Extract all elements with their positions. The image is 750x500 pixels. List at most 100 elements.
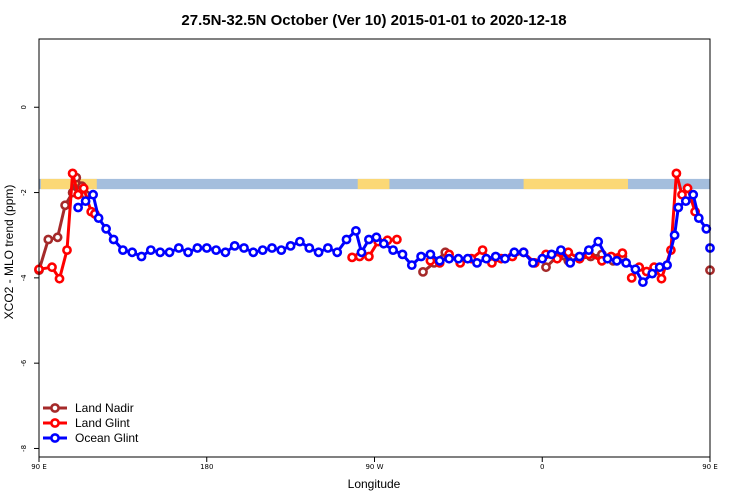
data-point (444, 253, 454, 264)
data-point (350, 225, 361, 236)
x-tick-label: 180 (200, 463, 213, 471)
data-point (136, 251, 147, 262)
data-point (201, 243, 212, 253)
data-point (626, 272, 637, 283)
data-point (602, 253, 613, 264)
land-band (40, 178, 97, 190)
land-band (357, 178, 390, 190)
y-tick-label: -6 (20, 359, 28, 367)
data-point (481, 253, 492, 264)
data-point (267, 243, 277, 253)
data-point (693, 213, 704, 223)
data-point (173, 243, 184, 253)
data-point (490, 251, 501, 262)
data-point (509, 247, 520, 258)
data-point (93, 213, 104, 223)
data-point (611, 255, 622, 266)
y-tick-label: -2 (20, 189, 28, 196)
data-point (682, 183, 693, 194)
series-ocean-glint (73, 189, 715, 287)
data-point (388, 245, 398, 255)
data-point (453, 253, 464, 264)
data-point (229, 240, 240, 251)
data-point (248, 247, 259, 258)
data-point (647, 268, 658, 279)
data-point (43, 234, 54, 245)
data-point (378, 238, 389, 249)
data-point (322, 243, 333, 253)
data-point (363, 251, 374, 262)
data-point (108, 234, 119, 245)
legend-marker (50, 403, 60, 413)
data-point (397, 249, 408, 260)
data-point (54, 273, 65, 284)
data-point (656, 273, 667, 284)
data-point (47, 262, 57, 273)
data-point (500, 253, 510, 264)
data-point (145, 245, 156, 255)
legend-item: Land Glint (43, 416, 130, 430)
data-point (541, 262, 551, 273)
data-point (101, 223, 111, 234)
data-point (688, 189, 699, 200)
data-point (565, 257, 576, 268)
data-point (528, 257, 538, 268)
data-point (416, 251, 426, 262)
x-axis: 90 E 180 90 W 0 90 E (31, 457, 718, 471)
legend-item: Land Nadir (43, 401, 134, 415)
data-point (285, 240, 296, 251)
data-point (211, 245, 221, 255)
y-tick-label: 0 (20, 105, 28, 109)
data-point (662, 260, 672, 270)
data-point (593, 236, 604, 247)
data-point (313, 247, 324, 258)
data-point (546, 249, 557, 260)
data-point (304, 243, 315, 253)
data-point (341, 234, 352, 245)
data-point (239, 243, 249, 253)
x-tick-label: 90 W (365, 463, 383, 471)
legend-label: Land Glint (75, 416, 130, 430)
y-tick-label: -4 (20, 274, 28, 282)
data-point (73, 189, 83, 200)
x-axis-label: Longitude (348, 477, 401, 491)
data-point (371, 232, 382, 243)
data-point (630, 264, 641, 275)
data-point (52, 232, 63, 243)
y-axis: 0 -2 -4 -6 -8 (20, 105, 39, 452)
chart-title: 27.5N-32.5N October (Ver 10) 2015-01-01 … (181, 12, 566, 29)
data-point (669, 230, 680, 241)
data-point (67, 168, 78, 179)
data-point (518, 247, 529, 258)
data-point (192, 243, 203, 253)
data-point (434, 255, 445, 266)
y-tick-label: -8 (20, 445, 28, 452)
data-point (155, 247, 166, 258)
data-point (78, 183, 89, 194)
data-point (60, 200, 70, 211)
data-point (276, 245, 287, 255)
land-ocean-strip (39, 178, 710, 190)
data-point (671, 168, 682, 179)
data-point (574, 251, 585, 262)
land-band (523, 178, 628, 190)
legend-marker (50, 418, 60, 428)
legend-marker (50, 433, 60, 443)
data-point (621, 257, 631, 268)
data-point (391, 234, 402, 245)
series-layer (34, 168, 715, 287)
data-point (363, 234, 374, 245)
y-axis-label: XCO2 - MLO trend (ppm) (2, 185, 16, 320)
x-tick-label: 90 E (31, 463, 47, 471)
legend-label: Land Nadir (75, 401, 134, 415)
data-point (472, 257, 482, 268)
data-point (617, 248, 628, 258)
data-point (418, 266, 428, 277)
data-point (356, 247, 367, 258)
data-point (477, 245, 488, 255)
data-point (62, 245, 72, 255)
legend-item: Ocean Glint (43, 431, 139, 445)
data-point (347, 252, 357, 263)
